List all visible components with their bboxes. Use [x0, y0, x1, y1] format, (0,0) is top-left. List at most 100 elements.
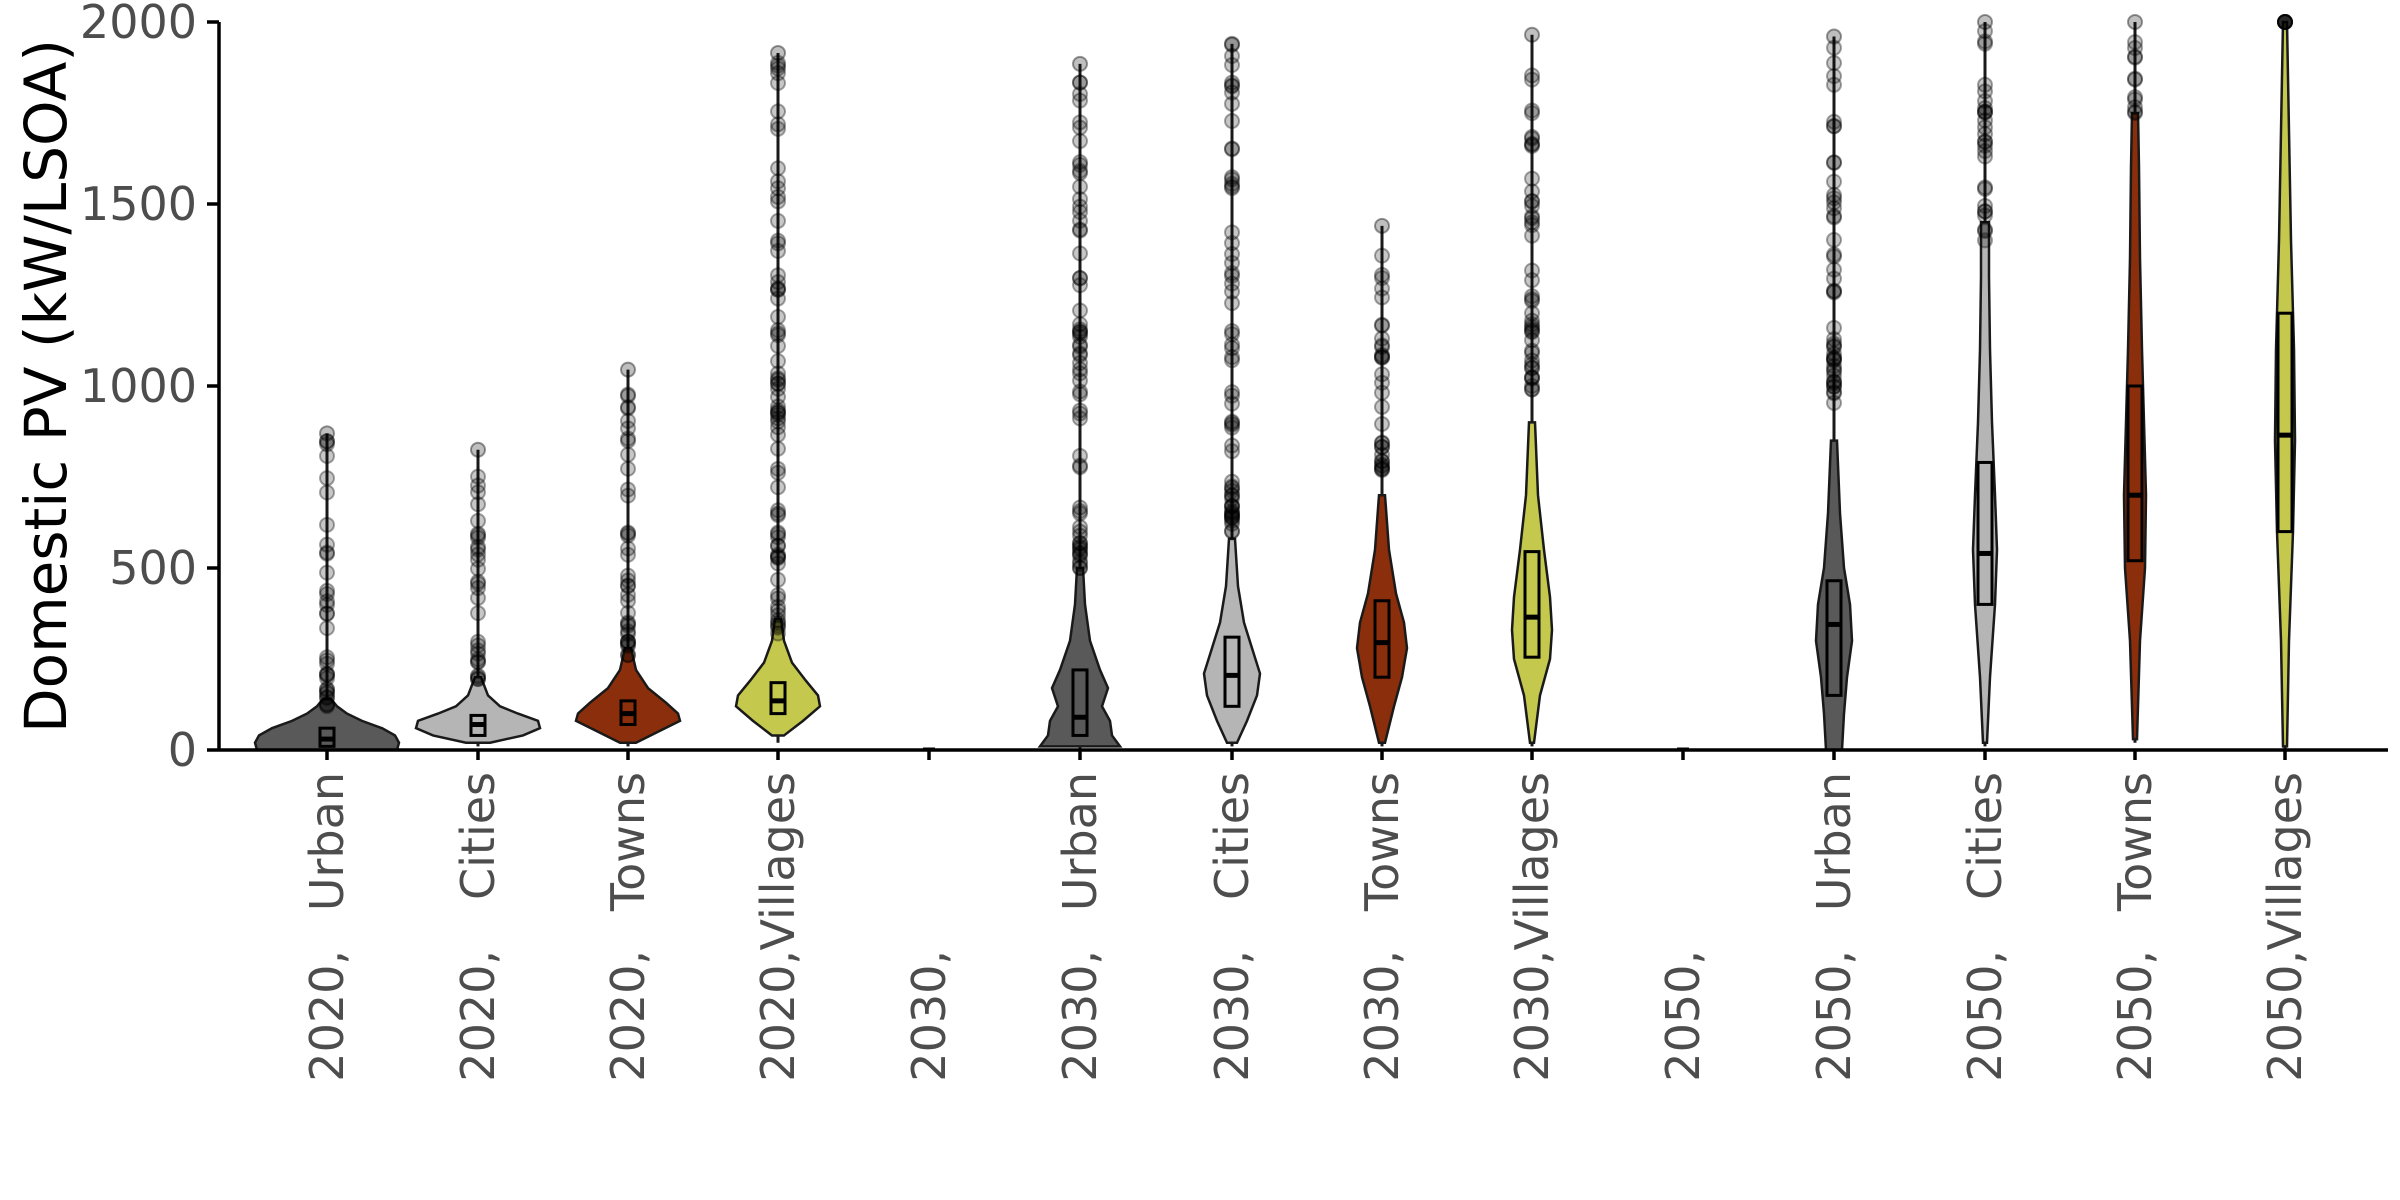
outlier-point — [1826, 173, 1842, 190]
outlier-point — [1072, 133, 1088, 150]
outlier-point — [1524, 360, 1540, 377]
outlier-point — [2127, 89, 2143, 106]
outlier-point — [1072, 347, 1088, 364]
outlier-point — [620, 633, 636, 650]
outlier-point — [1524, 183, 1540, 200]
outlier-point — [1072, 539, 1088, 556]
box-iqr — [1825, 579, 1843, 697]
outlier-point — [1374, 374, 1390, 391]
outlier-point — [1977, 221, 1993, 238]
outlier-point — [620, 623, 636, 640]
outlier-point — [1374, 316, 1390, 333]
outlier-point — [1224, 505, 1240, 522]
outlier-point — [770, 54, 786, 71]
outlier-point — [1977, 76, 1993, 93]
outlier-point — [319, 666, 335, 683]
x-tick-label-year: 2050, — [2108, 950, 2162, 1082]
outlier-point — [319, 545, 335, 562]
outlier-point — [319, 685, 335, 702]
max-outlier-point — [1977, 14, 1993, 30]
outlier-point — [1977, 133, 1993, 150]
outlier-point — [319, 433, 335, 450]
outlier-point — [319, 536, 335, 553]
outlier-point — [1072, 302, 1088, 319]
x-tick-label-year: 2020, — [601, 950, 655, 1082]
y-tick-label: 2000 — [80, 0, 197, 49]
outlier-point — [770, 398, 786, 415]
outlier-point — [1224, 141, 1240, 158]
outlier-point — [1224, 413, 1240, 430]
outlier-point — [770, 612, 786, 629]
outlier-point — [1224, 349, 1240, 366]
outlier-point — [1524, 102, 1540, 119]
outlier-point — [1224, 140, 1240, 157]
outlier-point — [620, 614, 636, 631]
outlier-point — [1977, 103, 1993, 120]
outlier-point — [770, 507, 786, 524]
outlier-point — [1224, 78, 1240, 95]
y-axis-title: Domestic PV (kW/LSOA) — [12, 39, 80, 733]
max-outlier-point — [1374, 217, 1390, 234]
outlier-point — [770, 380, 786, 397]
x-tick-label-year: 2020, — [300, 950, 354, 1082]
outlier-point — [620, 386, 636, 403]
outlier-point — [620, 546, 636, 563]
outlier-point — [1072, 410, 1088, 427]
outlier-point — [319, 696, 335, 713]
outlier-point — [1224, 113, 1240, 130]
y-tick-label: 1500 — [80, 177, 197, 231]
outlier-point — [319, 681, 335, 698]
outlier-point — [620, 577, 636, 594]
outlier-point — [1072, 553, 1088, 570]
outlier-point — [319, 544, 335, 561]
outlier-point — [1072, 559, 1088, 576]
outlier-point — [620, 625, 636, 642]
violin-group — [2273, 14, 2297, 750]
outlier-point — [1374, 348, 1390, 365]
plot-area — [253, 14, 2297, 752]
outlier-point — [620, 432, 636, 449]
outlier-point — [2127, 99, 2143, 116]
x-tick-label-year: 2050, — [1958, 950, 2012, 1082]
x-tick-label-year: 2050, — [2258, 950, 2312, 1082]
x-tick-label-year: 2030, — [1505, 950, 1559, 1082]
outlier-point — [1374, 458, 1390, 475]
outlier-point — [470, 669, 486, 686]
outlier-point — [1826, 337, 1842, 354]
outlier-point — [1072, 316, 1088, 333]
outlier-point — [1374, 461, 1390, 478]
outlier-point — [620, 525, 636, 542]
outlier-point — [620, 646, 636, 663]
outlier-point — [319, 484, 335, 501]
outlier-point — [1072, 405, 1088, 422]
outlier-point — [470, 496, 486, 513]
outlier-point — [1977, 126, 1993, 143]
outlier-point — [1072, 336, 1088, 353]
outlier-point — [470, 484, 486, 501]
outlier-point — [1977, 104, 1993, 121]
outlier-point — [770, 625, 786, 642]
outlier-point — [1224, 171, 1240, 188]
outlier-point — [1374, 280, 1390, 297]
outlier-point — [319, 689, 335, 706]
outlier-point — [470, 575, 486, 592]
outlier-point — [620, 540, 636, 557]
outlier-point — [770, 193, 786, 210]
outlier-point — [1374, 269, 1390, 286]
box-iqr — [2276, 311, 2294, 534]
outlier-point — [1224, 473, 1240, 490]
outlier-point — [1072, 527, 1088, 544]
outlier-point — [1374, 289, 1390, 306]
outlier-point — [470, 654, 486, 671]
outlier-point — [1977, 35, 1993, 52]
outlier-point — [319, 448, 335, 465]
violin-group — [734, 44, 822, 743]
outlier-point — [1524, 312, 1540, 329]
outlier-point — [1224, 326, 1240, 343]
outlier-point — [1524, 193, 1540, 210]
outlier-point — [1524, 381, 1540, 398]
violin-group — [414, 441, 542, 747]
outlier-point — [1374, 435, 1390, 452]
outlier-point — [1374, 266, 1390, 283]
outlier-point — [1072, 555, 1088, 572]
